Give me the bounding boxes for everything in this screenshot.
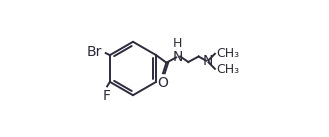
Text: N: N: [173, 49, 183, 64]
Text: Br: Br: [87, 45, 102, 59]
Text: N: N: [202, 54, 213, 68]
Text: F: F: [102, 89, 111, 103]
Text: H: H: [172, 37, 182, 50]
Text: CH₃: CH₃: [216, 63, 239, 76]
Text: O: O: [158, 76, 168, 90]
Text: CH₃: CH₃: [216, 47, 239, 60]
